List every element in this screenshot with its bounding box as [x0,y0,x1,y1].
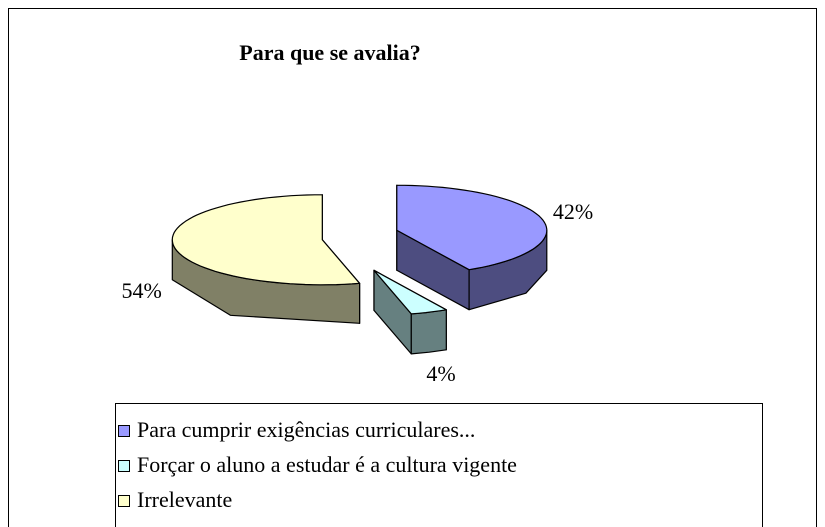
legend-label: Forçar o aluno a estudar é a cultura vig… [137,452,517,477]
legend-swatch [118,495,130,507]
slice-side [410,309,447,355]
slice-top [396,184,548,271]
pie: 42% 54% 4% [122,184,593,386]
legend-label: Para cumprir exigências curriculares... [137,417,475,442]
data-label: 4% [426,361,455,386]
chart-border [8,8,817,527]
data-label: 54% [122,278,162,303]
legend-box [115,403,763,527]
legend-label: Irrelevante [137,487,232,512]
data-label: 42% [553,199,593,224]
legend: Para cumprir exigências curriculares... F… [118,417,517,512]
chart-title: Para que se avalia? [239,40,421,65]
legend-swatch [118,425,130,437]
slice-top [171,194,361,286]
legend-swatch [118,460,130,472]
slice-top [373,269,447,315]
